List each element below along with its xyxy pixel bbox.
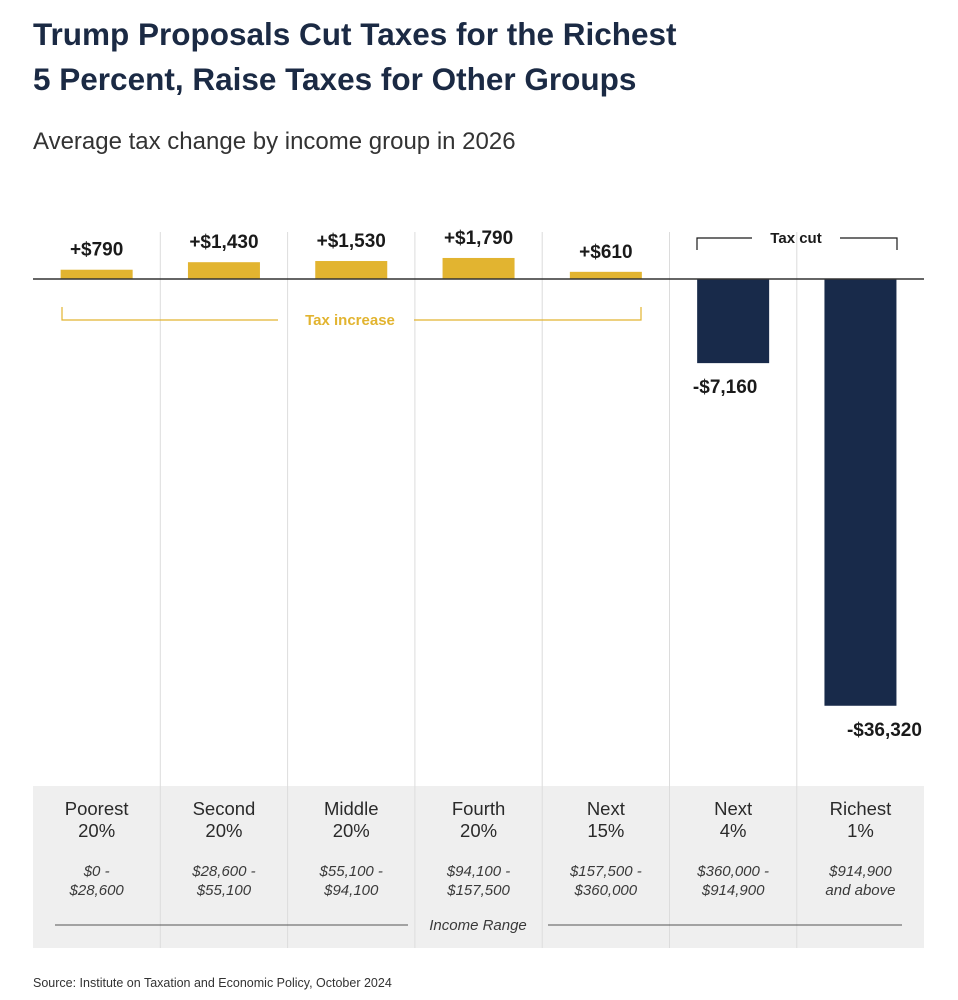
category-label-line1: Middle [324,798,379,819]
income-range-line1: $94,100 - [446,863,510,880]
category-label-line2: 20% [205,820,242,841]
income-range-line2: $360,000 [574,882,638,899]
tax-cut-bracket-line [696,237,898,250]
income-range-line1: $28,600 - [191,863,255,880]
value-label-6: -$7,160 [693,377,757,398]
category-label-line2: 20% [333,820,370,841]
bar-5 [569,271,642,279]
category-label-line1: Richest [830,798,892,819]
bar-chart: +$790 +$1,430 +$1,530 +$1,790 +$610 -$7,160 -$… [33,228,924,948]
value-label-3: +$1,530 [317,231,386,252]
chart-subtitle: Average tax change by income group in 20… [33,128,516,155]
income-range-line2: $94,100 [323,882,379,899]
bar-1 [60,269,133,279]
bar-7 [824,279,897,706]
value-label-7: -$36,320 [847,720,922,741]
income-range-label: Income Range [429,917,527,934]
bar-4 [442,257,515,279]
tax-cut-label: Tax cut [770,230,821,247]
income-range-line2: and above [825,882,895,899]
chart-title: Trump Proposals Cut Taxes for the Riches… [33,12,913,102]
source-note: Source: Institute on Taxation and Econom… [33,976,392,990]
column-separators [159,232,798,948]
value-label-1: +$790 [70,240,123,261]
income-range-line2: $157,500 [446,882,510,899]
income-range-line1: $914,900 [828,863,892,880]
income-range-line2: $914,900 [701,882,765,899]
category-label-line2: 20% [78,820,115,841]
category-panel [33,786,924,948]
category-label-line1: Second [193,798,256,819]
tax-increase-label: Tax increase [305,312,395,329]
income-range-line1: $0 - [83,863,110,880]
bar-2 [187,262,260,279]
bars [60,257,897,706]
title-line-2: 5 Percent, Raise Taxes for Other Groups [33,61,637,97]
category-label-line2: 20% [460,820,497,841]
tax-increase-bracket: Tax increase [61,307,642,329]
value-labels: +$790 +$1,430 +$1,530 +$1,790 +$610 -$7,160 -$… [70,228,922,741]
value-label-5: +$610 [579,242,632,263]
value-label-4: +$1,790 [444,228,513,249]
tax-increase-bracket-line [61,307,642,321]
income-range-line1: $157,500 - [569,863,642,880]
category-label-line2: 4% [720,820,747,841]
category-label-line1: Next [714,798,752,819]
value-label-2: +$1,430 [189,232,258,253]
bar-3 [315,261,388,279]
income-range-axis: Income Range [55,917,902,934]
income-range-line2: $55,100 [196,882,252,899]
category-label-line2: 1% [847,820,874,841]
tax-cut-bracket: Tax cut [696,230,898,250]
title-line-1: Trump Proposals Cut Taxes for the Riches… [33,16,677,52]
income-range-line2: $28,600 [69,882,125,899]
income-range-line1: $55,100 - [319,863,383,880]
bar-6 [697,279,770,364]
category-label-line1: Fourth [452,798,505,819]
category-label-line1: Next [587,798,625,819]
income-range-line1: $360,000 - [696,863,769,880]
category-label-line1: Poorest [65,798,129,819]
category-label-line2: 15% [587,820,624,841]
